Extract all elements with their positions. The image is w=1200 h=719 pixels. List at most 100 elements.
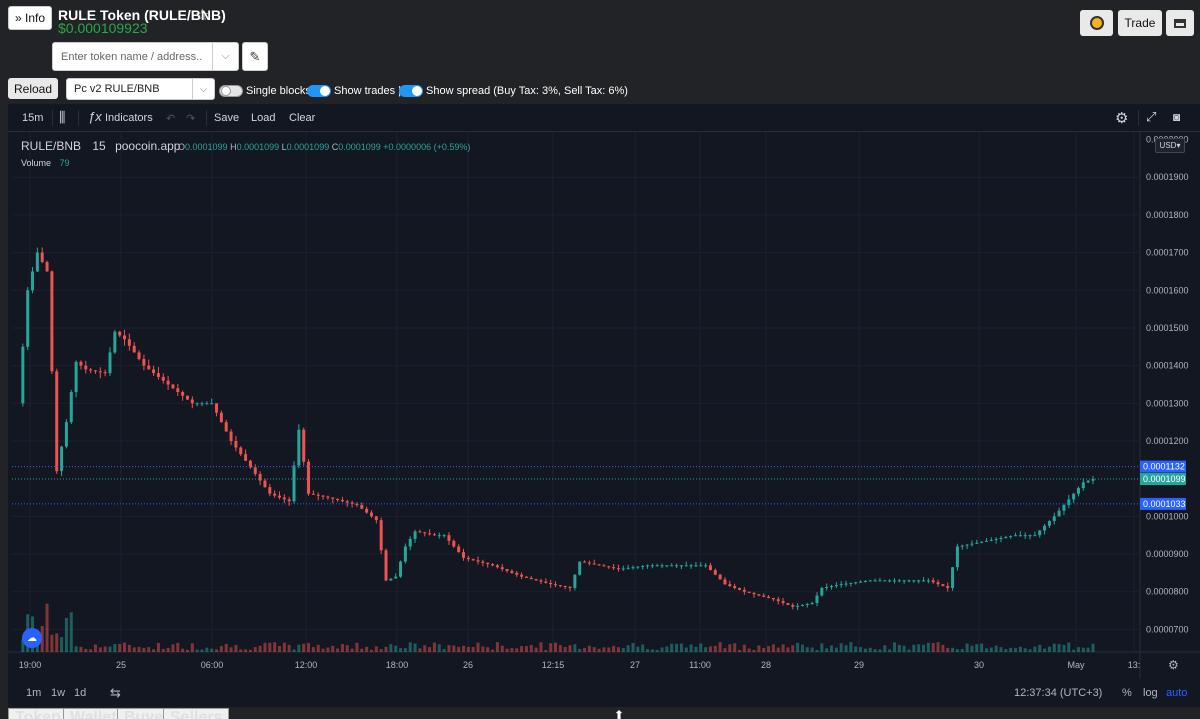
- candle-body: [210, 403, 214, 405]
- log-toggle[interactable]: log: [1143, 687, 1158, 699]
- wallet-button[interactable]: [1166, 10, 1194, 36]
- volume-bar: [534, 647, 538, 652]
- volume-bar: [549, 643, 553, 652]
- candle-body: [466, 557, 470, 560]
- volume-bar: [718, 642, 722, 652]
- volume-bar: [447, 645, 451, 652]
- x-tick-label: 06:00: [201, 660, 224, 670]
- range-1d[interactable]: 1d: [74, 687, 87, 699]
- volume-bar: [500, 645, 504, 652]
- volume-bar: [612, 645, 616, 652]
- volume-bar: [200, 649, 204, 652]
- tab-sellers[interactable]: Sellers: [163, 708, 230, 719]
- clear-button[interactable]: Clear: [289, 112, 316, 124]
- page-title: RULE Token (RULE/BNB): [58, 7, 226, 23]
- chevron-down-icon[interactable]: ⌵: [212, 43, 238, 70]
- candle-body: [74, 361, 78, 392]
- reload-button[interactable]: Reload: [8, 78, 58, 99]
- pair-select[interactable]: Pc v2 RULE/BNB ⌵: [66, 78, 215, 100]
- candle-body: [776, 599, 780, 602]
- volume-bar: [123, 642, 127, 652]
- date-range-icon[interactable]: ⇆: [110, 685, 121, 700]
- candle-body: [40, 252, 44, 262]
- show-spread-toggle[interactable]: [399, 85, 423, 97]
- volume-bar: [767, 646, 771, 652]
- y-tick-label: 0.0001900: [1146, 172, 1189, 182]
- volume-bar: [684, 647, 688, 652]
- volume-bar: [936, 642, 940, 652]
- percent-toggle[interactable]: %: [1122, 687, 1132, 699]
- volume-bar: [205, 647, 209, 652]
- single-blocks-toggle[interactable]: [219, 85, 243, 97]
- volume-bar: [161, 648, 165, 652]
- candle-body: [200, 403, 204, 405]
- candle-body: [786, 603, 790, 605]
- tradingview-logo-icon[interactable]: ☁: [22, 628, 42, 648]
- candle-body: [994, 538, 998, 540]
- candle-style-icon[interactable]: ⫼: [59, 109, 66, 125]
- trade-button[interactable]: Trade: [1118, 10, 1162, 36]
- show-trades-toggle[interactable]: [307, 85, 331, 97]
- candle-body: [147, 365, 151, 370]
- volume-bar: [282, 642, 286, 652]
- x-tick-label: 12:15: [542, 660, 565, 670]
- fullscreen-icon[interactable]: ⤢: [1146, 109, 1157, 124]
- edit-button[interactable]: ✎: [242, 42, 268, 71]
- favorite-star-icon[interactable]: ☆: [195, 7, 210, 24]
- range-1m[interactable]: 1m: [26, 687, 42, 699]
- interval-selector[interactable]: 15m: [22, 112, 44, 124]
- currency-button[interactable]: USD ▾: [1155, 138, 1185, 153]
- candle-body: [1086, 480, 1090, 483]
- camera-icon[interactable]: ◙: [1173, 110, 1181, 124]
- chart-legend: RULE/BNB 15 poocoin.app: [21, 139, 180, 153]
- candle-body: [161, 376, 165, 381]
- candle-body: [399, 561, 403, 577]
- candle-body: [999, 538, 1003, 540]
- volume-bar: [587, 645, 591, 652]
- axis-settings-icon: ⚙: [1168, 658, 1179, 672]
- single-blocks-label: Single blocks: [246, 85, 311, 97]
- volume-label: Volume: [21, 158, 52, 168]
- arrow-up-icon[interactable]: ⬆: [614, 708, 625, 719]
- candle-body: [413, 531, 417, 539]
- candle-body: [621, 568, 625, 570]
- show-trades-label: Show trades |: [334, 85, 402, 97]
- candle-body: [602, 565, 606, 567]
- load-button[interactable]: Load: [251, 112, 276, 124]
- candle-body: [64, 422, 68, 447]
- candle-body: [84, 365, 88, 370]
- chart-settings-button[interactable]: [1080, 10, 1113, 36]
- volume-bar: [863, 648, 867, 652]
- candle-body: [684, 565, 688, 567]
- volume-bar: [907, 649, 911, 652]
- volume-bar: [292, 649, 296, 652]
- price-chart[interactable]: 0.0001900 0.0001800 0.0001700 0.0001600 0.00…: [8, 132, 1200, 679]
- indicators-button[interactable]: Indicators: [105, 112, 153, 124]
- undo-icon[interactable]: ↶: [166, 113, 176, 125]
- indicators-icon[interactable]: ƒx: [88, 109, 102, 124]
- volume-bar: [263, 642, 267, 652]
- candle-body: [960, 545, 964, 547]
- volume-bar: [989, 647, 993, 652]
- redo-icon[interactable]: ↷: [186, 113, 196, 125]
- candle-body: [234, 440, 238, 448]
- chart-panel[interactable]: 15m ⫼ ƒx Indicators ↶ ↷ Save Load Clear …: [8, 104, 1200, 707]
- gear-icon[interactable]: ⚙: [1115, 110, 1129, 127]
- volume-bar: [432, 642, 436, 652]
- volume-bar: [723, 648, 727, 652]
- candle-body: [980, 541, 984, 543]
- info-button[interactable]: » Info: [8, 6, 52, 30]
- candle-body: [447, 535, 451, 541]
- save-button[interactable]: Save: [214, 112, 240, 124]
- volume-bar: [219, 646, 223, 652]
- candle-body: [1038, 530, 1042, 536]
- search-input[interactable]: [53, 50, 203, 63]
- range-1w[interactable]: 1w: [51, 687, 66, 699]
- candle-body: [1057, 510, 1061, 517]
- token-search[interactable]: ⌵: [52, 42, 239, 71]
- volume-bar: [602, 647, 606, 652]
- change-value: +0.0000006 (+0.59%): [383, 142, 471, 152]
- auto-toggle[interactable]: auto: [1166, 687, 1188, 699]
- volume-bar: [379, 649, 383, 652]
- candle-body: [941, 584, 945, 587]
